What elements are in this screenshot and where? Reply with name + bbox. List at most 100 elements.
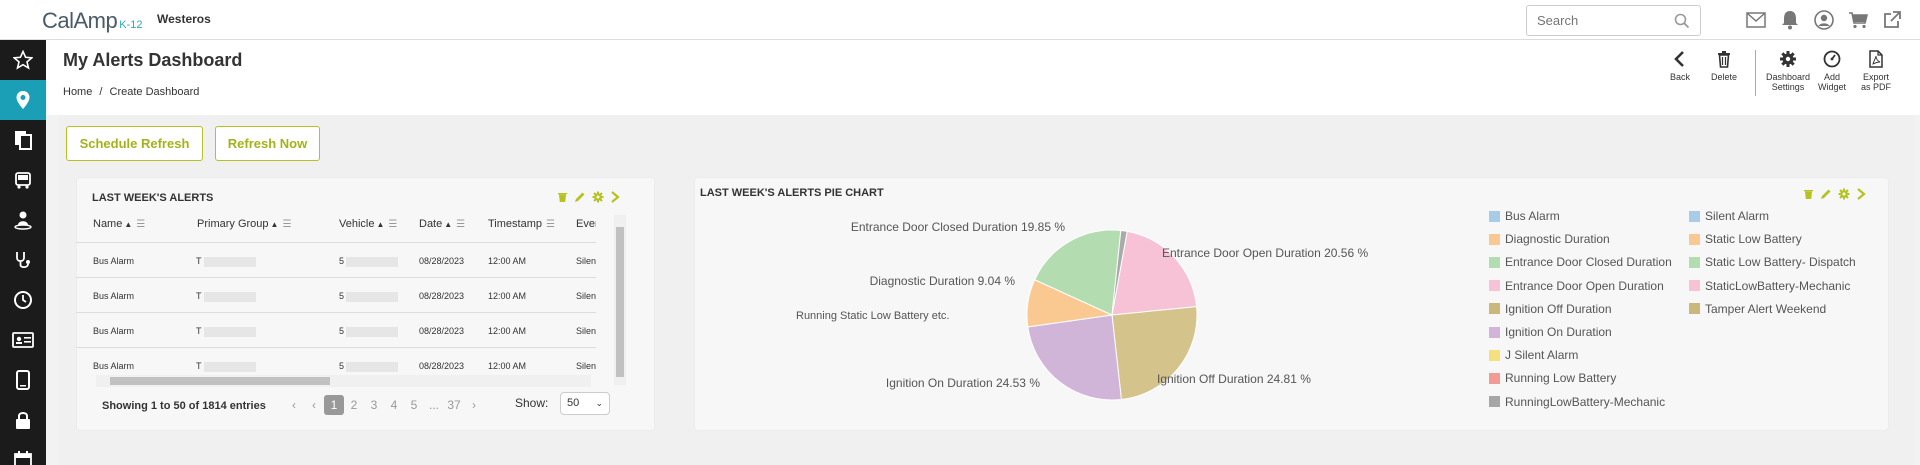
legend-item[interactable]: Running Low Battery (1489, 371, 1616, 385)
scrollbar-thumb[interactable] (616, 227, 624, 377)
cell-group-text: T (196, 361, 202, 371)
legend-item[interactable]: J Silent Alarm (1489, 348, 1578, 362)
chevron-right-icon[interactable] (610, 191, 620, 203)
legend-swatch (1689, 256, 1700, 268)
column-menu-icon[interactable]: ☰ (388, 219, 398, 230)
page-1[interactable]: 1 (324, 395, 344, 415)
legend-item[interactable]: Bus Alarm (1489, 209, 1560, 223)
stethoscope-icon[interactable] (0, 240, 46, 280)
mail-icon[interactable] (1745, 9, 1767, 31)
search-input[interactable] (1527, 6, 1667, 35)
page-next[interactable]: › (472, 398, 476, 412)
page-size-label: Show: (515, 396, 549, 410)
column-header-date[interactable]: Date ▲ ☰ (419, 218, 465, 230)
column-menu-icon[interactable]: ☰ (456, 219, 466, 230)
legend-label: Entrance Door Closed Duration (1505, 255, 1672, 270)
legend-item[interactable]: Ignition Off Duration (1489, 302, 1612, 316)
column-header-primary-group[interactable]: Primary Group ▲ ☰ (197, 218, 291, 230)
user-location-icon[interactable] (0, 200, 46, 240)
pie-slice[interactable] (1027, 314, 1122, 401)
page-title: My Alerts Dashboard (63, 50, 243, 70)
legend-item[interactable]: Static Low Battery (1689, 232, 1802, 246)
table-horizontal-scrollbar[interactable] (96, 375, 591, 387)
pie-slice[interactable] (1111, 306, 1198, 401)
gear-icon[interactable] (1838, 188, 1850, 200)
column-menu-icon[interactable]: ☰ (546, 219, 555, 230)
add-widget-button[interactable]: Add Widget (1807, 50, 1857, 92)
legend-label: Diagnostic Duration (1505, 232, 1610, 247)
back-button[interactable]: Back (1655, 50, 1705, 82)
table-vertical-scrollbar[interactable] (614, 215, 626, 385)
column-header-name[interactable]: Name ▲ ☰ (93, 218, 145, 230)
calamp-logo[interactable]: CalAmp K-12 (42, 8, 143, 33)
legend-item[interactable]: Ignition On Duration (1489, 325, 1612, 339)
gear-icon[interactable] (592, 191, 604, 203)
column-menu-icon[interactable]: ☰ (282, 219, 292, 230)
pie-slice[interactable] (1111, 229, 1128, 316)
scrollbar-thumb[interactable] (110, 377, 330, 385)
cell-date: 08/28/2023 (419, 361, 465, 371)
table-row[interactable]: Bus Alarm T 5 08/28/2023 12:00 AM Silen (76, 312, 596, 347)
page-2[interactable]: 2 (350, 398, 358, 412)
legend-item[interactable]: Static Low Battery- Dispatch (1689, 255, 1856, 269)
cell-event: Silen (576, 291, 596, 301)
trash-icon[interactable] (557, 191, 568, 203)
search-icon[interactable] (1674, 13, 1690, 29)
sort-asc-icon: ▲ (376, 220, 385, 229)
tablet-icon[interactable] (0, 360, 46, 400)
breadcrumb-home[interactable]: Home (63, 86, 93, 98)
delete-button[interactable]: Delete (1699, 50, 1749, 82)
pie-slice[interactable] (1033, 229, 1122, 316)
redacted-block (346, 256, 399, 267)
column-menu-icon[interactable]: ☰ (136, 219, 146, 230)
legend-item[interactable]: Entrance Door Closed Duration (1489, 255, 1672, 269)
table-row[interactable]: Bus Alarm T 5 08/28/2023 12:00 AM Silen (76, 277, 596, 312)
legend-swatch (1489, 326, 1500, 338)
cell-event: Silen (576, 326, 596, 336)
refresh-now-button[interactable]: Refresh Now (215, 126, 320, 161)
organization-name[interactable]: Westeros (157, 12, 211, 26)
documents-icon[interactable] (0, 120, 46, 160)
column-header-event[interactable]: Even (576, 218, 596, 230)
chevron-right-icon[interactable] (1856, 188, 1866, 200)
redacted-block (346, 361, 399, 372)
schedule-refresh-button[interactable]: Schedule Refresh (66, 126, 203, 161)
legend-swatch (1689, 210, 1700, 222)
page-5[interactable]: 5 (410, 398, 418, 412)
legend-swatch (1489, 349, 1500, 361)
column-header-timestamp[interactable]: Timestamp ☰ (488, 218, 555, 230)
add-widget-label-2: Widget (1817, 82, 1846, 92)
legend-item[interactable]: RunningLowBattery-Mechanic (1489, 395, 1665, 409)
lock-icon[interactable] (0, 400, 46, 440)
table-row[interactable]: Bus Alarm T 5 08/28/2023 12:00 AM Silen (76, 347, 596, 375)
page-3[interactable]: 3 (370, 398, 378, 412)
legend-item[interactable]: Silent Alarm (1689, 209, 1769, 223)
cart-icon[interactable] (1847, 9, 1869, 31)
bus-icon[interactable] (0, 160, 46, 200)
user-account-icon[interactable] (1813, 9, 1835, 31)
pencil-icon[interactable] (574, 191, 586, 203)
legend-item[interactable]: Diagnostic Duration (1489, 232, 1610, 246)
page-size-select[interactable]: 50 ⌄ (560, 392, 610, 415)
legend-item[interactable]: StaticLowBattery-Mechanic (1689, 279, 1850, 293)
clock-icon[interactable] (0, 280, 46, 320)
trash-icon[interactable] (1803, 188, 1814, 200)
favorites-icon[interactable] (0, 40, 46, 80)
page-first[interactable]: ‹ (292, 398, 296, 412)
export-pdf-button[interactable]: Export as PDF (1851, 50, 1901, 92)
dashboard-settings-button[interactable]: Dashboard Settings (1763, 50, 1813, 92)
page-4[interactable]: 4 (390, 398, 398, 412)
legend-item[interactable]: Entrance Door Open Duration (1489, 279, 1664, 293)
location-pin-icon[interactable] (0, 80, 46, 120)
page-prev[interactable]: ‹ (312, 398, 316, 412)
id-card-icon[interactable] (0, 320, 46, 360)
page-37[interactable]: 37 (447, 398, 461, 412)
pie-slice[interactable] (1111, 230, 1198, 316)
pencil-icon[interactable] (1820, 188, 1832, 200)
table-row[interactable]: Bus Alarm T 5 08/28/2023 12:00 AM Silen (76, 242, 596, 277)
bell-icon[interactable] (1779, 9, 1801, 31)
external-link-icon[interactable] (1881, 9, 1903, 31)
calendar-icon[interactable] (0, 440, 46, 465)
column-header-vehicle[interactable]: Vehicle ▲ ☰ (339, 218, 397, 230)
legend-item[interactable]: Tamper Alert Weekend (1689, 302, 1826, 316)
